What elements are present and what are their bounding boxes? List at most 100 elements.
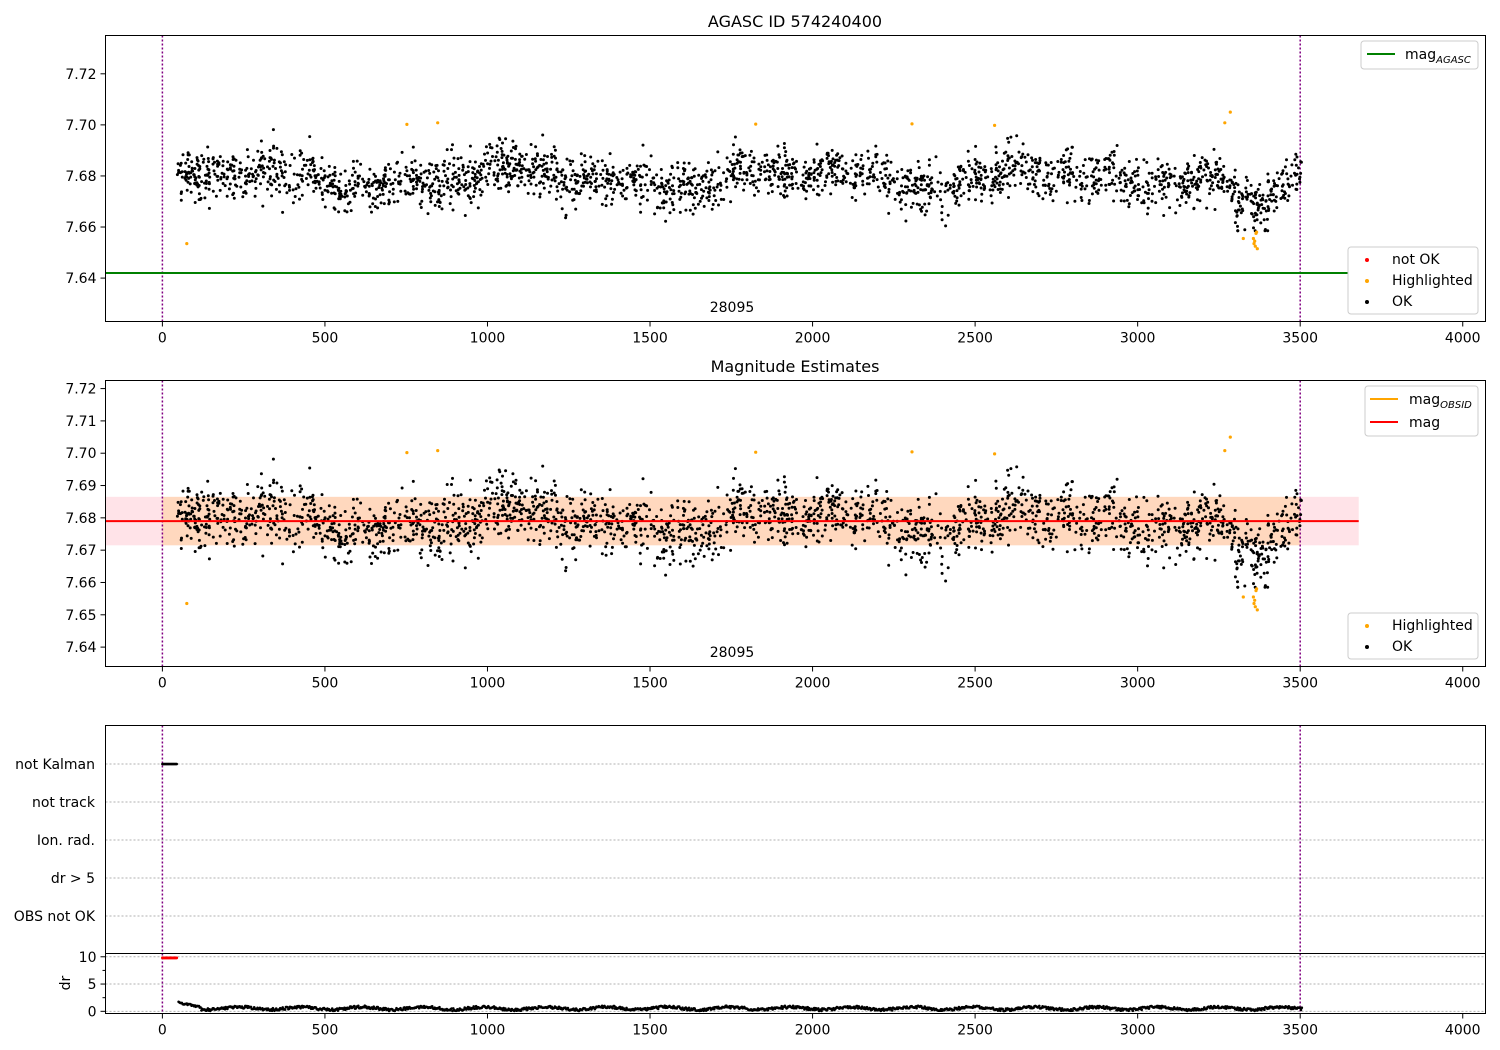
ok-point [871, 500, 875, 504]
ok-point [1067, 178, 1071, 182]
ok-point [1191, 529, 1194, 533]
ok-point [337, 210, 341, 214]
ok-point [456, 191, 460, 195]
ok-point [328, 528, 332, 532]
ok-point [192, 514, 196, 518]
ok-point [1080, 181, 1084, 185]
ok-point [444, 515, 447, 519]
ok-point [919, 558, 923, 562]
ok-point [272, 161, 276, 165]
ok-point [1211, 181, 1215, 185]
ok-point [854, 489, 858, 493]
ok-point [1118, 525, 1122, 528]
ok-point [1049, 161, 1053, 164]
ok-point [186, 151, 190, 155]
x-tick-label: 4000 [1445, 676, 1481, 692]
ok-point [848, 181, 852, 185]
ok-point [874, 492, 878, 496]
ok-point [1038, 156, 1042, 160]
ok-point [611, 165, 615, 169]
ok-point [842, 174, 846, 178]
ok-point [556, 189, 560, 193]
ok-point [472, 184, 476, 187]
ok-point [905, 191, 909, 195]
ok-point [1286, 177, 1290, 181]
ok-point [1287, 194, 1291, 198]
panel1-ticks: 0 500 1000 1500 2000 2500 3000 3500 40007.647.66… [65, 67, 1480, 347]
ok-point [1092, 524, 1096, 528]
panel4-plot-area [105, 953, 1486, 1014]
ok-point [1295, 492, 1299, 496]
ok-point [738, 164, 742, 168]
ok-point [1031, 536, 1035, 540]
ok-point [1145, 181, 1149, 185]
ok-point [988, 188, 992, 192]
ok-point [992, 183, 996, 187]
ok-point [495, 478, 499, 482]
ok-point [1012, 173, 1016, 177]
ok-point [971, 184, 975, 188]
ok-point [308, 515, 312, 519]
ok-point [1228, 528, 1232, 532]
y-tick-label: 7.66 [65, 220, 96, 236]
ok-point [347, 179, 351, 183]
ok-point [1140, 550, 1144, 554]
ok-point [513, 495, 517, 499]
ok-point [249, 167, 253, 171]
ok-point [421, 529, 424, 533]
ok-point [705, 510, 709, 514]
ok-point [471, 512, 475, 516]
ok-point [812, 160, 816, 164]
ok-point [449, 188, 452, 192]
ok-point [184, 500, 188, 504]
ok-point [491, 155, 494, 158]
ok-point [1050, 532, 1054, 536]
ok-point [940, 211, 944, 215]
ok-point [1066, 515, 1070, 518]
ok-point [975, 185, 979, 189]
ok-point [1211, 188, 1215, 192]
ok-point [227, 532, 231, 536]
ok-point [298, 149, 302, 153]
ok-point [886, 497, 890, 501]
ok-point [415, 532, 418, 536]
ok-point [256, 485, 260, 489]
flag-label-ion-rad: Ion. rad. [37, 833, 95, 849]
ok-point [1281, 509, 1285, 513]
ok-point [688, 559, 692, 563]
ok-point [605, 168, 609, 172]
ok-point [273, 180, 277, 183]
ok-point [472, 190, 476, 194]
ok-point [1136, 533, 1140, 537]
ok-point [1013, 183, 1017, 187]
ok-point [639, 210, 643, 214]
ok-point [631, 180, 635, 183]
ok-point [1033, 161, 1037, 165]
highlighted-point [754, 122, 758, 126]
ok-point [948, 186, 952, 190]
ok-point [601, 168, 605, 172]
ok-point [973, 509, 977, 513]
ok-point [748, 525, 752, 529]
ok-point [1181, 181, 1185, 185]
ok-point [687, 192, 691, 196]
ok-point [485, 522, 489, 526]
ok-point [436, 549, 439, 553]
ok-point [996, 188, 1000, 191]
ok-point [529, 176, 533, 179]
ok-point [659, 168, 663, 171]
ok-point [463, 214, 467, 217]
ok-point [957, 531, 961, 535]
ok-point [300, 177, 304, 181]
ok-point [1004, 502, 1008, 506]
highlighted-point [1223, 121, 1227, 125]
ok-point [946, 566, 950, 570]
ok-point [1119, 199, 1123, 203]
ok-point [1001, 497, 1004, 501]
ok-point [186, 524, 190, 528]
ok-point [878, 189, 882, 193]
ok-point [570, 174, 574, 178]
ok-point [805, 535, 809, 539]
ok-point [583, 498, 587, 502]
ok-point [283, 184, 287, 188]
